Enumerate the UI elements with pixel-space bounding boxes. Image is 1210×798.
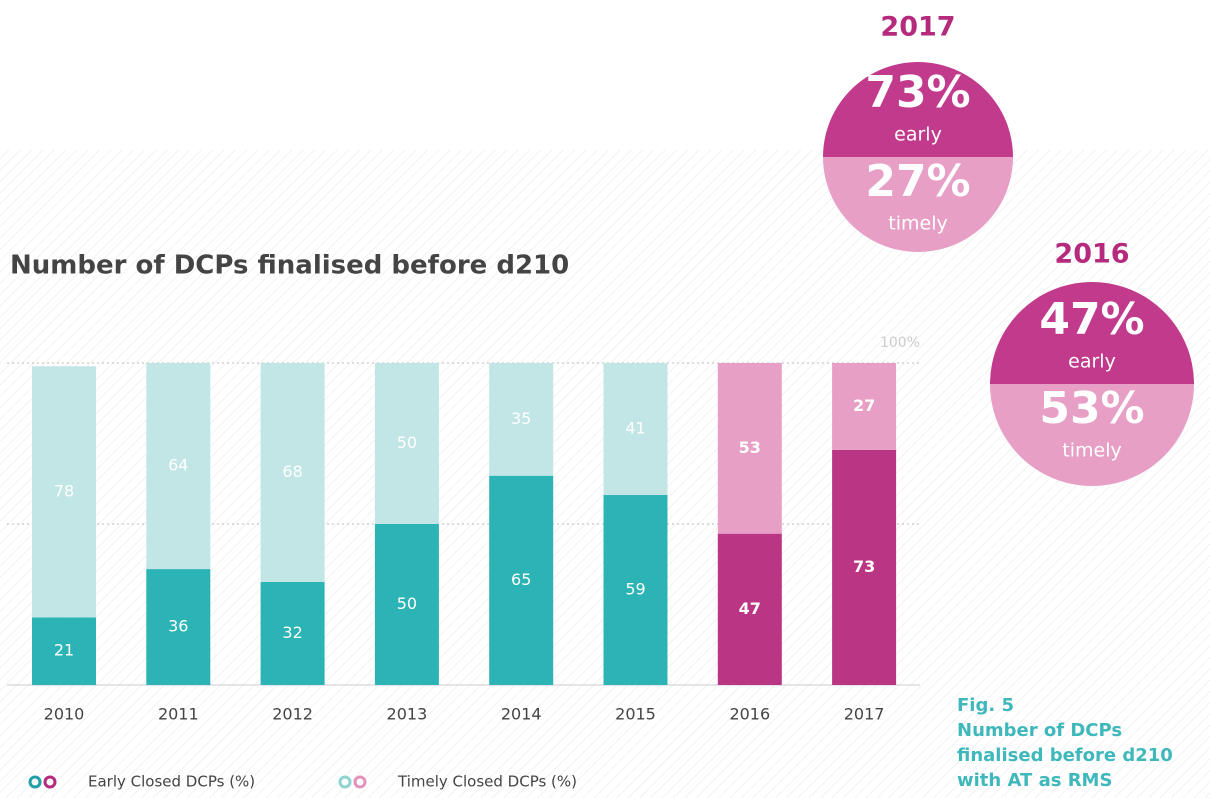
bar-segment	[832, 363, 897, 450]
summary-label: early	[1068, 351, 1116, 373]
bar-segment	[374, 363, 439, 524]
x-tick-label: 2016	[729, 705, 770, 724]
bar-segment	[832, 449, 897, 685]
caption: finalised before d210	[957, 745, 1173, 766]
x-tick-label: 2014	[501, 705, 542, 724]
data-label: 65	[511, 570, 531, 589]
y-tick-label: 100%	[880, 335, 920, 351]
data-label: 47	[739, 599, 761, 618]
x-tick-label: 2017	[844, 705, 885, 724]
data-label: 27	[853, 396, 875, 415]
x-tick-label: 2012	[272, 705, 313, 724]
summary-label: timely	[1062, 440, 1121, 462]
summary-value: 47%	[1039, 294, 1144, 345]
bar-segment	[717, 533, 782, 685]
data-label: 78	[54, 481, 74, 500]
bar-segment	[717, 363, 782, 534]
caption: Number of DCPs	[957, 720, 1122, 741]
data-label: 68	[282, 462, 302, 481]
bar-segment	[260, 363, 325, 582]
bar-segment	[603, 363, 668, 496]
data-label: 50	[397, 433, 417, 452]
legend-icon	[353, 775, 367, 789]
bar-segment	[146, 569, 211, 685]
data-label: 73	[853, 557, 875, 576]
summary-value: 53%	[1039, 383, 1144, 434]
data-label: 21	[54, 641, 74, 660]
x-tick-label: 2013	[387, 705, 428, 724]
legend-label: Timely Closed DCPs (%)	[397, 773, 577, 791]
bar-segment	[32, 617, 96, 685]
bar-segment	[32, 366, 96, 618]
legend-icon	[43, 775, 57, 789]
legend-label: Early Closed DCPs (%)	[88, 773, 255, 791]
summary-bottom	[823, 157, 1013, 252]
summary-label: timely	[888, 213, 947, 235]
bar-segment	[489, 475, 554, 685]
data-label: 53	[739, 438, 761, 457]
bar-segment	[603, 495, 668, 685]
data-label: 50	[397, 594, 417, 613]
summary-top	[990, 282, 1194, 384]
x-tick-label: 2015	[615, 705, 656, 724]
bar-segment	[374, 524, 439, 685]
bar-segment	[146, 363, 211, 570]
legend-icon	[28, 775, 42, 789]
caption: with AT as RMS	[957, 770, 1112, 791]
bar-segment	[260, 581, 325, 685]
legend-icon	[338, 775, 352, 789]
chart-title: Number of DCPs finalised before d210	[10, 251, 569, 281]
summary-top	[823, 62, 1013, 157]
data-label: 41	[625, 419, 645, 438]
summary-value: 27%	[865, 156, 970, 207]
data-label: 32	[282, 623, 302, 642]
x-tick-label: 2011	[158, 705, 199, 724]
bar-segment	[489, 363, 554, 476]
caption: Fig. 5	[957, 695, 1014, 716]
data-label: 59	[625, 580, 645, 599]
data-label: 36	[168, 617, 188, 636]
summary-label: early	[894, 124, 942, 146]
summary-year: 2016	[1054, 239, 1129, 270]
summary-year: 2017	[880, 12, 955, 43]
data-label: 35	[511, 409, 531, 428]
x-tick-label: 2010	[44, 705, 85, 724]
data-label: 64	[168, 456, 188, 475]
summary-bottom	[990, 384, 1194, 486]
summary-value: 73%	[865, 67, 970, 118]
